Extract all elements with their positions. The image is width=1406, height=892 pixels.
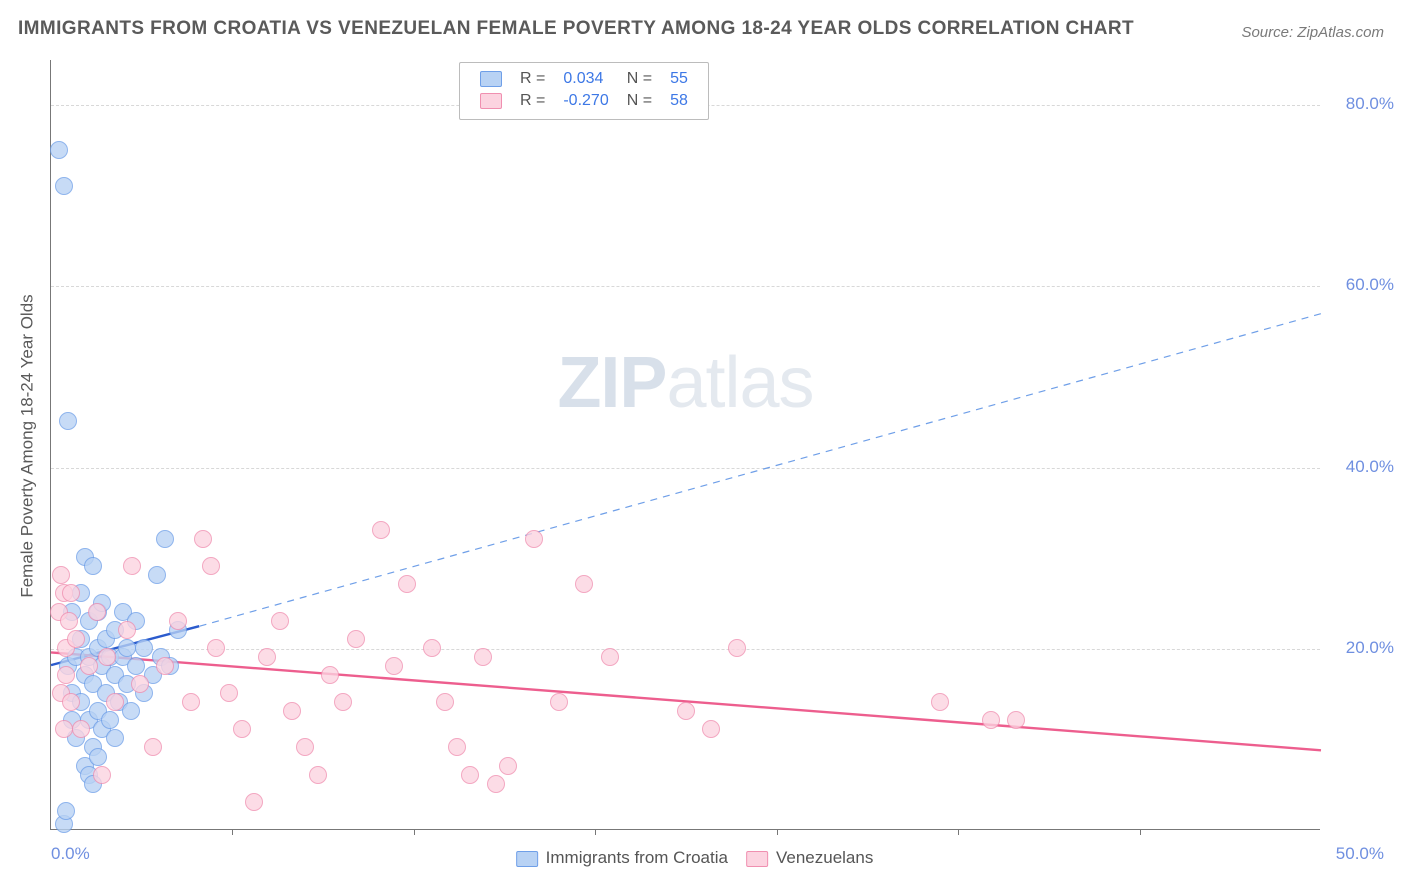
plot-area: ZIPatlas 20.0%40.0%60.0%80.0%0.0%50.0%R … — [50, 60, 1320, 830]
data-point-venezuela — [423, 639, 441, 657]
data-point-venezuela — [499, 757, 517, 775]
data-point-venezuela — [283, 702, 301, 720]
chart-title: IMMIGRANTS FROM CROATIA VS VENEZUELAN FE… — [18, 18, 1134, 40]
data-point-venezuela — [461, 766, 479, 784]
data-point-croatia — [118, 639, 136, 657]
data-point-venezuela — [93, 766, 111, 784]
y-axis-label-wrap: Female Poverty Among 18-24 Year Olds — [18, 0, 38, 892]
data-point-venezuela — [575, 575, 593, 593]
data-point-venezuela — [271, 612, 289, 630]
y-tick-label: 20.0% — [1346, 638, 1394, 658]
data-point-croatia — [50, 141, 68, 159]
data-point-venezuela — [245, 793, 263, 811]
y-axis-label: Female Poverty Among 18-24 Year Olds — [18, 294, 38, 597]
data-point-venezuela — [448, 738, 466, 756]
legend-series: Immigrants from Croatia Venezuelans — [498, 848, 874, 868]
data-point-venezuela — [182, 693, 200, 711]
y-tick-label: 40.0% — [1346, 457, 1394, 477]
y-tick-label: 80.0% — [1346, 94, 1394, 114]
data-point-venezuela — [55, 720, 73, 738]
data-point-venezuela — [931, 693, 949, 711]
legend-stats: R =0.034N =55 R =-0.270N =58 — [459, 62, 709, 120]
source-attribution: Source: ZipAtlas.com — [1241, 24, 1384, 41]
legend-N-value-venezuela: 58 — [662, 91, 696, 111]
data-point-venezuela — [233, 720, 251, 738]
legend-swatch-venezuela — [746, 851, 768, 867]
data-point-croatia — [135, 639, 153, 657]
data-point-croatia — [156, 530, 174, 548]
data-point-venezuela — [88, 603, 106, 621]
data-point-venezuela — [52, 566, 70, 584]
data-point-venezuela — [474, 648, 492, 666]
data-point-croatia — [122, 702, 140, 720]
data-point-croatia — [55, 177, 73, 195]
data-point-venezuela — [169, 612, 187, 630]
legend-R-value-croatia: 0.034 — [555, 69, 616, 89]
data-point-venezuela — [106, 693, 124, 711]
legend-R-label: R = — [512, 91, 553, 111]
data-point-venezuela — [62, 584, 80, 602]
data-point-venezuela — [202, 557, 220, 575]
legend-swatch-croatia — [480, 71, 502, 87]
data-point-venezuela — [601, 648, 619, 666]
legend-N-label: N = — [619, 91, 660, 111]
legend-N-value-croatia: 55 — [662, 69, 696, 89]
legend-swatch-venezuela — [480, 93, 502, 109]
data-point-venezuela — [123, 557, 141, 575]
x-tick-max: 50.0% — [1336, 844, 1384, 864]
data-point-venezuela — [72, 720, 90, 738]
data-point-venezuela — [347, 630, 365, 648]
data-point-venezuela — [385, 657, 403, 675]
legend-R-label: R = — [512, 69, 553, 89]
data-point-croatia — [148, 566, 166, 584]
data-point-venezuela — [98, 648, 116, 666]
data-point-venezuela — [309, 766, 327, 784]
data-point-venezuela — [144, 738, 162, 756]
legend-N-label: N = — [619, 69, 660, 89]
data-point-venezuela — [207, 639, 225, 657]
data-point-croatia — [84, 557, 102, 575]
data-point-venezuela — [677, 702, 695, 720]
data-point-venezuela — [334, 693, 352, 711]
data-point-croatia — [89, 748, 107, 766]
data-point-venezuela — [728, 639, 746, 657]
data-point-venezuela — [321, 666, 339, 684]
data-point-venezuela — [1007, 711, 1025, 729]
legend-R-value-venezuela: -0.270 — [555, 91, 616, 111]
data-point-venezuela — [487, 775, 505, 793]
y-tick-label: 60.0% — [1346, 275, 1394, 295]
data-point-venezuela — [398, 575, 416, 593]
data-point-venezuela — [550, 693, 568, 711]
data-point-venezuela — [296, 738, 314, 756]
chart-container: IMMIGRANTS FROM CROATIA VS VENEZUELAN FE… — [0, 0, 1406, 892]
data-point-venezuela — [702, 720, 720, 738]
data-point-venezuela — [220, 684, 238, 702]
data-point-croatia — [127, 657, 145, 675]
data-point-venezuela — [982, 711, 1000, 729]
data-point-croatia — [101, 711, 119, 729]
data-point-croatia — [106, 729, 124, 747]
data-point-venezuela — [118, 621, 136, 639]
data-point-croatia — [57, 802, 75, 820]
legend-label-croatia: Immigrants from Croatia — [546, 848, 728, 867]
data-point-venezuela — [57, 666, 75, 684]
data-point-croatia — [59, 412, 77, 430]
data-point-venezuela — [194, 530, 212, 548]
x-tick-origin: 0.0% — [51, 844, 90, 864]
data-point-venezuela — [131, 675, 149, 693]
data-point-venezuela — [156, 657, 174, 675]
data-point-venezuela — [67, 630, 85, 648]
data-point-venezuela — [525, 530, 543, 548]
data-point-venezuela — [62, 693, 80, 711]
trend-extension-croatia — [200, 314, 1321, 627]
data-point-venezuela — [258, 648, 276, 666]
data-point-venezuela — [80, 657, 98, 675]
legend-label-venezuela: Venezuelans — [776, 848, 873, 867]
data-point-venezuela — [60, 612, 78, 630]
legend-swatch-croatia — [516, 851, 538, 867]
data-point-venezuela — [436, 693, 454, 711]
data-point-venezuela — [372, 521, 390, 539]
